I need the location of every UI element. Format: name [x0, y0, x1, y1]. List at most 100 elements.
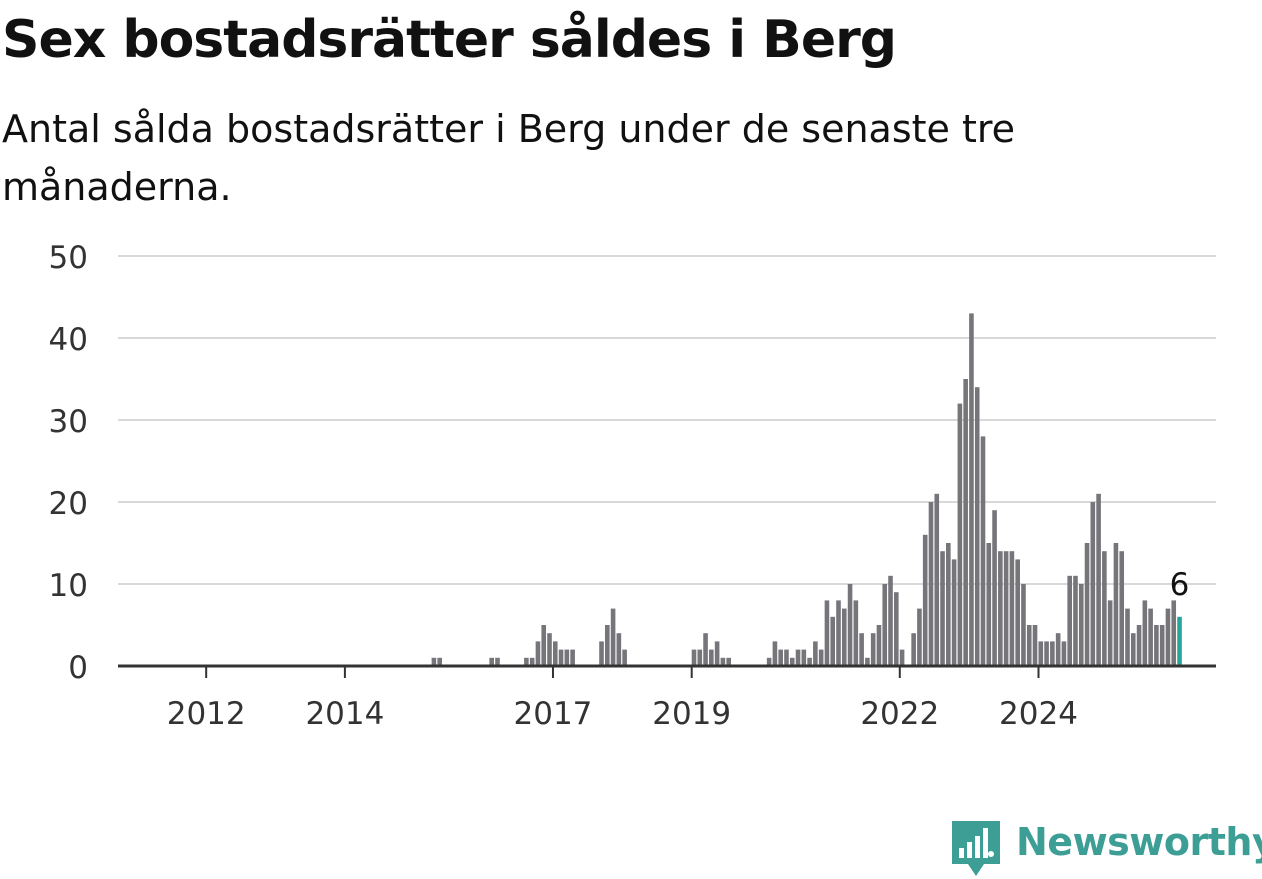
bar — [1026, 625, 1032, 666]
bar — [1073, 575, 1078, 666]
bar — [1038, 641, 1044, 666]
bar — [558, 649, 564, 666]
bar — [1090, 502, 1096, 666]
bar — [963, 379, 968, 666]
bar — [974, 387, 980, 666]
bar — [795, 649, 801, 666]
bar — [547, 633, 552, 666]
bar — [605, 625, 610, 666]
y-tick-label: 10 — [49, 568, 88, 604]
bar — [830, 616, 836, 666]
bar — [980, 436, 986, 666]
newsworthy-logo-text: Newsworthy — [1016, 820, 1262, 864]
bar-chart: 0 10 20 30 40 50 6 2012 2014 2017 2019 2022 2024 — [49, 240, 1216, 732]
bar — [784, 649, 789, 666]
bar — [1078, 584, 1084, 666]
bar — [1050, 641, 1055, 666]
bar — [720, 657, 726, 666]
bar — [888, 575, 893, 666]
bar — [934, 493, 940, 666]
bar — [431, 657, 437, 666]
bar — [841, 608, 847, 666]
bar — [1096, 493, 1101, 666]
bar — [437, 657, 442, 666]
bar — [552, 641, 558, 666]
bar — [882, 584, 888, 666]
bar — [1125, 608, 1130, 666]
bar — [1165, 608, 1171, 666]
bar — [570, 649, 575, 666]
y-tick-label: 50 — [49, 240, 88, 276]
bar — [998, 551, 1003, 666]
bar — [1136, 625, 1142, 666]
bar — [1015, 559, 1020, 666]
bar — [951, 559, 957, 666]
bar-highlight — [1177, 616, 1182, 666]
bar — [495, 657, 500, 666]
bar — [564, 649, 570, 666]
bar — [801, 649, 807, 666]
bar — [1148, 608, 1153, 666]
bar — [1142, 600, 1148, 666]
bar — [946, 543, 951, 666]
bar — [709, 649, 714, 666]
bar — [853, 600, 859, 666]
bar — [610, 608, 616, 666]
bar — [922, 534, 928, 666]
bar — [691, 649, 697, 666]
bar — [876, 625, 882, 666]
bar — [894, 592, 899, 666]
y-tick-label: 30 — [49, 404, 88, 440]
bar — [807, 657, 812, 666]
bar — [1044, 641, 1049, 666]
bar — [911, 633, 916, 666]
x-tick-label: 2014 — [305, 696, 384, 732]
bar — [789, 657, 795, 666]
bar — [818, 649, 824, 666]
bar — [940, 551, 945, 666]
bar — [541, 625, 547, 666]
bar — [824, 600, 830, 666]
bar — [1032, 625, 1038, 666]
newsworthy-brand[interactable]: Newsworthy — [950, 818, 1262, 878]
bar — [1107, 600, 1113, 666]
bar — [813, 641, 818, 666]
x-tick-label: 2022 — [860, 696, 939, 732]
chart-subtitle: Antal sålda bostadsrätter i Berg under d… — [2, 107, 1016, 209]
bar — [622, 649, 627, 666]
bar — [836, 600, 841, 666]
bar — [847, 584, 853, 666]
bar — [1009, 551, 1015, 666]
bar — [1055, 633, 1061, 666]
bar — [772, 641, 778, 666]
x-tick-label: 2012 — [167, 696, 246, 732]
y-tick-label: 0 — [68, 650, 88, 686]
bar — [986, 543, 992, 666]
bar — [928, 502, 934, 666]
bar — [1171, 600, 1177, 666]
newsworthy-logo-icon — [952, 821, 1000, 876]
bar — [1021, 584, 1026, 666]
bar — [714, 641, 720, 666]
bar — [992, 510, 997, 666]
bar — [1067, 575, 1072, 666]
bar — [957, 403, 963, 666]
x-tick-label: 2019 — [652, 696, 731, 732]
bar — [899, 649, 905, 666]
bar — [697, 649, 703, 666]
bar — [616, 633, 622, 666]
bar — [1154, 625, 1159, 666]
bar — [703, 633, 708, 666]
bar — [865, 657, 870, 666]
bar — [1130, 633, 1136, 666]
bar — [524, 657, 529, 666]
bar — [1119, 551, 1125, 666]
y-tick-label: 20 — [49, 486, 88, 522]
y-tick-label: 40 — [49, 322, 88, 358]
bar — [766, 657, 772, 666]
bar — [529, 657, 535, 666]
bar — [859, 633, 864, 666]
bar — [489, 657, 494, 666]
bar — [1084, 543, 1090, 666]
bar — [1159, 625, 1165, 666]
